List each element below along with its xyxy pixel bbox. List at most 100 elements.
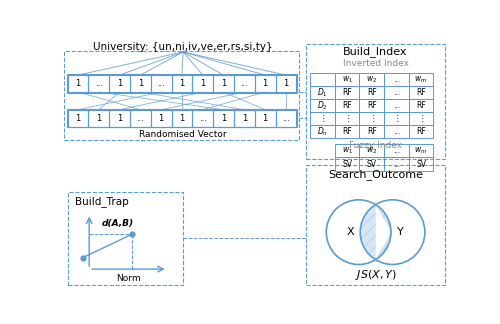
Bar bbox=[64, 51, 298, 140]
Bar bbox=[88, 110, 109, 127]
Bar bbox=[276, 75, 296, 92]
Bar bbox=[335, 73, 359, 86]
Bar bbox=[384, 86, 408, 99]
Text: Randomised Vector: Randomised Vector bbox=[140, 130, 227, 139]
Text: Build_Index: Build_Index bbox=[344, 46, 408, 57]
Text: ...: ... bbox=[393, 88, 400, 97]
Bar bbox=[68, 192, 183, 284]
Bar bbox=[360, 125, 384, 138]
Bar bbox=[408, 145, 434, 157]
Text: $w_m$: $w_m$ bbox=[414, 74, 428, 85]
Bar bbox=[360, 73, 384, 86]
Text: SV: SV bbox=[367, 159, 377, 168]
Bar bbox=[234, 75, 254, 92]
Bar bbox=[254, 75, 276, 92]
Text: X: X bbox=[347, 227, 355, 237]
Bar bbox=[310, 112, 335, 125]
Bar bbox=[335, 112, 359, 125]
Text: $\vdots$: $\vdots$ bbox=[368, 113, 375, 124]
Text: 1: 1 bbox=[117, 79, 122, 88]
Text: 1: 1 bbox=[262, 114, 268, 123]
Bar bbox=[360, 112, 384, 125]
Text: ...: ... bbox=[393, 146, 400, 156]
Text: 1: 1 bbox=[158, 114, 164, 123]
Bar bbox=[192, 110, 213, 127]
Bar bbox=[360, 145, 384, 157]
Bar bbox=[384, 73, 408, 86]
Text: ...: ... bbox=[199, 114, 206, 123]
Text: Inverted Index: Inverted Index bbox=[342, 59, 408, 68]
Bar bbox=[67, 109, 297, 127]
Text: ...: ... bbox=[95, 79, 102, 88]
Bar bbox=[172, 75, 192, 92]
Text: 1: 1 bbox=[96, 114, 102, 123]
Bar bbox=[384, 125, 408, 138]
Bar bbox=[335, 125, 359, 138]
Text: ...: ... bbox=[393, 101, 400, 110]
Text: University: {un,ni,iv,ve,er,rs,si,ty}: University: {un,ni,iv,ve,er,rs,si,ty} bbox=[94, 42, 273, 52]
Text: $D_n$: $D_n$ bbox=[317, 125, 328, 138]
Text: RF: RF bbox=[416, 127, 426, 136]
Text: 1: 1 bbox=[138, 79, 143, 88]
Bar bbox=[408, 86, 434, 99]
Bar bbox=[408, 99, 434, 112]
Bar bbox=[306, 165, 445, 284]
Bar bbox=[276, 110, 296, 127]
Bar bbox=[408, 157, 434, 170]
Text: RF: RF bbox=[416, 101, 426, 110]
Bar bbox=[151, 110, 172, 127]
Bar bbox=[360, 157, 384, 170]
Text: 1: 1 bbox=[221, 79, 226, 88]
Text: ...: ... bbox=[136, 114, 144, 123]
Text: $JS(X,Y)$: $JS(X,Y)$ bbox=[354, 268, 397, 282]
Text: RF: RF bbox=[342, 88, 352, 97]
Bar bbox=[384, 99, 408, 112]
Text: 1: 1 bbox=[262, 79, 268, 88]
Bar bbox=[335, 157, 359, 170]
Text: 1: 1 bbox=[200, 79, 205, 88]
Bar bbox=[408, 112, 434, 125]
Bar bbox=[68, 75, 88, 92]
Text: $w_1$: $w_1$ bbox=[342, 146, 352, 156]
Bar bbox=[172, 110, 192, 127]
Text: 1: 1 bbox=[76, 114, 80, 123]
Bar bbox=[109, 110, 130, 127]
Text: 1: 1 bbox=[284, 79, 288, 88]
Polygon shape bbox=[360, 205, 391, 260]
Bar bbox=[408, 73, 434, 86]
Text: d(A,B): d(A,B) bbox=[102, 219, 134, 228]
Bar bbox=[384, 145, 408, 157]
Bar bbox=[335, 86, 359, 99]
Bar bbox=[67, 74, 297, 93]
Text: ...: ... bbox=[282, 114, 290, 123]
Text: $w_1$: $w_1$ bbox=[342, 74, 352, 85]
Text: 1: 1 bbox=[180, 79, 184, 88]
Bar bbox=[213, 75, 234, 92]
Bar bbox=[192, 75, 213, 92]
Text: ...: ... bbox=[240, 79, 248, 88]
Bar bbox=[310, 99, 335, 112]
Text: 1: 1 bbox=[117, 114, 122, 123]
Bar bbox=[408, 125, 434, 138]
Bar bbox=[254, 110, 276, 127]
Text: SV: SV bbox=[416, 159, 426, 168]
Bar bbox=[151, 75, 172, 92]
Text: RF: RF bbox=[416, 88, 426, 97]
Bar bbox=[360, 99, 384, 112]
Text: ...: ... bbox=[393, 159, 400, 168]
Text: SV: SV bbox=[342, 159, 352, 168]
Text: Y: Y bbox=[397, 227, 404, 237]
Text: $\vdots$: $\vdots$ bbox=[418, 113, 424, 124]
Text: $w_2$: $w_2$ bbox=[366, 74, 378, 85]
Bar bbox=[335, 99, 359, 112]
Bar bbox=[310, 73, 335, 86]
Bar bbox=[68, 110, 88, 127]
Bar bbox=[109, 75, 130, 92]
Text: RF: RF bbox=[342, 127, 352, 136]
Text: Fuzzy Index: Fuzzy Index bbox=[349, 141, 402, 150]
Text: 1: 1 bbox=[180, 114, 184, 123]
Bar bbox=[384, 112, 408, 125]
Bar bbox=[335, 145, 359, 157]
Text: RF: RF bbox=[367, 88, 376, 97]
Text: $D_1$: $D_1$ bbox=[317, 86, 328, 98]
